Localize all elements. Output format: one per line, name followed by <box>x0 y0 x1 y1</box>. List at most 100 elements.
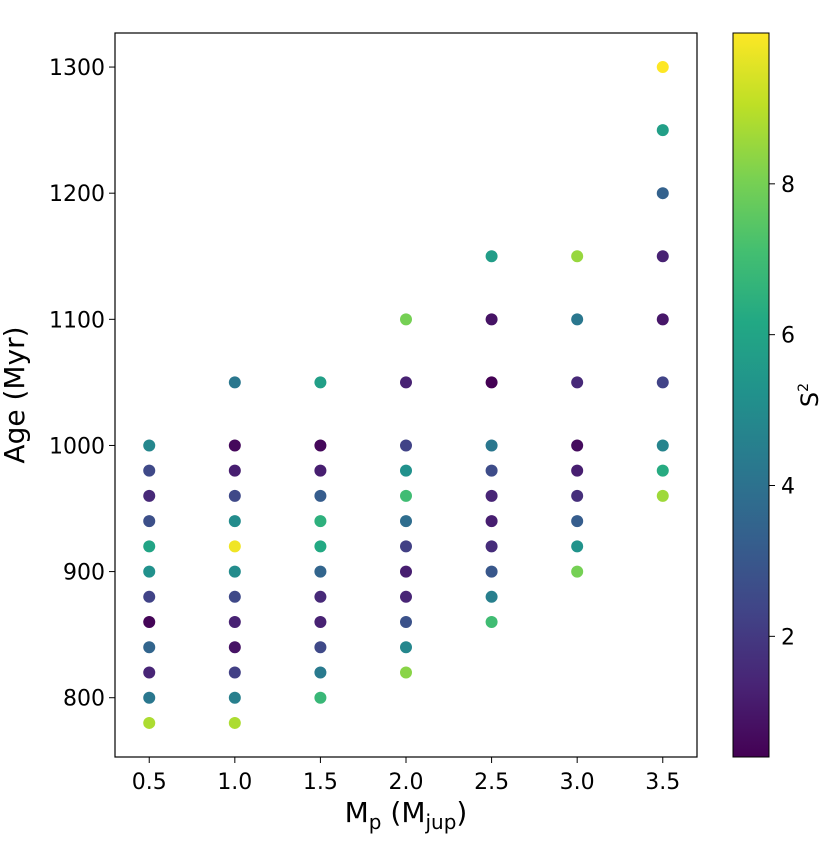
point <box>571 489 584 502</box>
x-tick-label: 1.5 <box>303 770 338 795</box>
point <box>485 616 498 629</box>
point <box>400 489 412 502</box>
point <box>485 515 498 528</box>
colorbar-label-part: S <box>796 392 824 407</box>
point <box>314 515 327 528</box>
point <box>400 439 412 452</box>
point <box>228 376 241 389</box>
point <box>656 464 669 477</box>
point <box>656 489 669 502</box>
x-axis-label-part: jup <box>424 810 456 834</box>
point <box>143 716 156 729</box>
point <box>228 590 241 603</box>
x-tick-label: 1.0 <box>217 770 252 795</box>
point <box>228 691 241 704</box>
point <box>143 565 156 578</box>
point <box>400 515 412 528</box>
point <box>485 439 498 452</box>
point <box>571 540 584 553</box>
point <box>400 616 412 629</box>
point <box>314 691 327 704</box>
point <box>314 641 327 654</box>
x-tick-label: 2.0 <box>389 770 424 795</box>
point <box>228 616 241 629</box>
point <box>400 666 412 679</box>
x-axis-label: Mp (Mjup) <box>345 796 468 834</box>
point <box>656 313 669 326</box>
point <box>400 540 412 553</box>
point <box>314 439 327 452</box>
point <box>228 489 241 502</box>
point <box>228 641 241 654</box>
point <box>143 464 156 477</box>
point <box>143 691 156 704</box>
point <box>143 515 156 528</box>
x-tick-label: 3.5 <box>645 770 680 795</box>
point <box>571 439 584 452</box>
point <box>485 376 498 389</box>
point <box>485 590 498 603</box>
point <box>314 565 327 578</box>
point <box>571 250 584 263</box>
point <box>143 590 156 603</box>
point <box>485 540 498 553</box>
x-axis-label-part: ) <box>456 796 467 829</box>
point <box>400 376 412 389</box>
point <box>485 250 498 263</box>
point <box>314 540 327 553</box>
point <box>571 565 584 578</box>
point <box>314 489 327 502</box>
point <box>228 565 241 578</box>
y-tick-label: 1000 <box>49 434 105 459</box>
point <box>656 187 669 200</box>
point <box>143 540 156 553</box>
point <box>400 641 412 654</box>
point <box>228 439 241 452</box>
point <box>485 489 498 502</box>
y-axis-label: Age (Myr) <box>0 326 31 463</box>
point <box>400 590 412 603</box>
point <box>228 540 241 553</box>
point <box>228 666 241 679</box>
point <box>228 716 241 729</box>
y-tick-label: 800 <box>63 687 105 712</box>
y-tick-label: 900 <box>63 561 105 586</box>
colorbar-tick-label: 6 <box>781 324 795 349</box>
point <box>314 666 327 679</box>
point <box>571 313 584 326</box>
point <box>314 376 327 389</box>
point <box>143 641 156 654</box>
point <box>314 590 327 603</box>
point <box>143 616 156 629</box>
colorbar-label: S2 <box>796 383 824 407</box>
y-tick-label: 1200 <box>49 182 105 207</box>
point <box>400 313 412 326</box>
colorbar-label-part: 2 <box>796 383 812 392</box>
point <box>656 124 669 137</box>
colorbar <box>732 32 770 758</box>
point <box>571 515 584 528</box>
y-tick-label: 1300 <box>49 56 105 81</box>
x-tick-label: 0.5 <box>132 770 167 795</box>
point <box>571 376 584 389</box>
x-axis-label-part: p <box>369 810 382 834</box>
point <box>485 464 498 477</box>
point <box>314 464 327 477</box>
point <box>143 666 156 679</box>
x-tick-label: 3.0 <box>560 770 595 795</box>
point <box>656 376 669 389</box>
y-tick-label: 1100 <box>49 308 105 333</box>
colorbar-tick-label: 8 <box>781 173 795 198</box>
point <box>485 313 498 326</box>
colorbar-tick-label: 4 <box>781 475 795 500</box>
point <box>485 565 498 578</box>
point <box>400 565 412 578</box>
point <box>656 250 669 263</box>
x-axis-label-part: M <box>345 796 369 829</box>
point <box>314 616 327 629</box>
point <box>228 515 241 528</box>
point <box>228 464 241 477</box>
point <box>571 464 584 477</box>
